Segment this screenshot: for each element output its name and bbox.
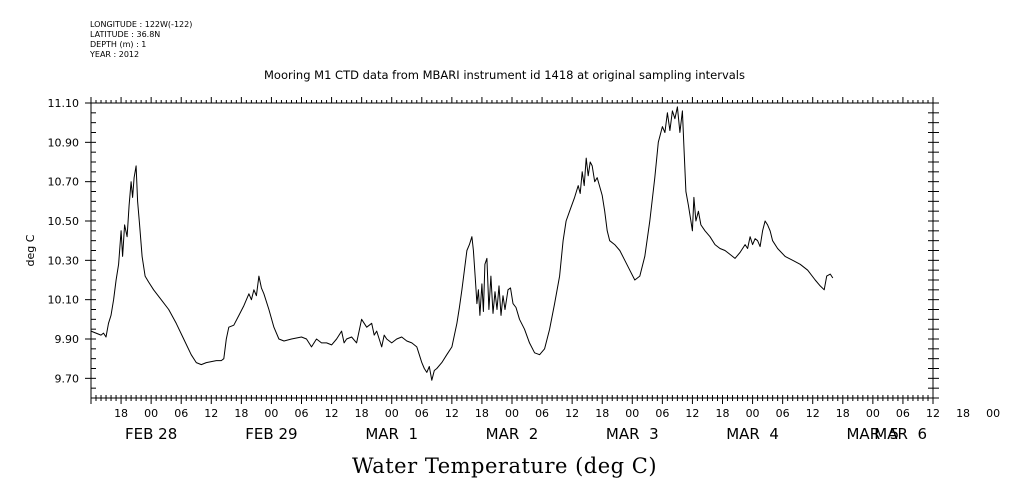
- x-hour-tick-label: 00: [385, 407, 399, 420]
- x-hour-tick-label: 18: [114, 407, 128, 420]
- metadata-block: LONGITUDE : 122W(-122) LATITUDE : 36.8N …: [90, 20, 192, 60]
- axis-labels: 9.70 9.90 10.10 10.30 10.50 10.70 10.90 11.10 de…: [24, 97, 1000, 443]
- x-hour-tick-label: 12: [445, 407, 459, 420]
- x-date-label: FEB 29: [245, 425, 297, 443]
- x-hour-tick-label: 12: [806, 407, 820, 420]
- x-hour-tick-label: 12: [325, 407, 339, 420]
- x-hour-tick-label: 18: [475, 407, 489, 420]
- plot-border: [90, 102, 934, 399]
- x-hour-tick-label: 06: [535, 407, 549, 420]
- y-tick-label: 10.50: [48, 215, 80, 228]
- x-date-label: MAR 4: [726, 425, 779, 443]
- y-tick-label: 9.90: [55, 333, 80, 346]
- y-tick-label: 10.70: [48, 176, 80, 189]
- x-hour-tick-label: 12: [204, 407, 218, 420]
- latitude-label: LATITUDE : 36.8N: [90, 30, 161, 39]
- plot-frame: [90, 102, 934, 399]
- x-hour-tick-label: 06: [896, 407, 910, 420]
- x-hour-tick-label: 18: [956, 407, 970, 420]
- x-hour-tick-label: 00: [625, 407, 639, 420]
- x-hour-tick-label: 12: [926, 407, 940, 420]
- x-hour-tick-label: 12: [685, 407, 699, 420]
- x-hour-tick-label: 18: [234, 407, 248, 420]
- x-date-label: MAR 6: [874, 425, 927, 443]
- x-date-label: MAR 5: [846, 425, 899, 443]
- x-hour-tick-label: 18: [716, 407, 730, 420]
- chart-title: Mooring M1 CTD data from MBARI instrumen…: [264, 68, 745, 82]
- y-tick-label: 9.70: [55, 372, 80, 385]
- x-hour-tick-label: 06: [415, 407, 429, 420]
- x-hour-tick-label: 12: [565, 407, 579, 420]
- x-hour-tick-label: 18: [836, 407, 850, 420]
- x-hour-tick-label: 00: [866, 407, 880, 420]
- x-hour-tick-label: 00: [986, 407, 1000, 420]
- temperature-series-line: [90, 106, 834, 381]
- y-axis-ticks: [85, 102, 939, 399]
- y-axis-label: deg C: [24, 234, 37, 266]
- y-tick-label: 10.90: [48, 136, 80, 149]
- x-axis-ticks: [90, 97, 934, 404]
- year-label: YEAR : 2012: [90, 50, 140, 59]
- x-hour-tick-label: 00: [746, 407, 760, 420]
- x-hour-tick-label: 00: [505, 407, 519, 420]
- x-hour-tick-label: 06: [655, 407, 669, 420]
- x-date-label: MAR 3: [606, 425, 659, 443]
- x-hour-tick-label: 18: [595, 407, 609, 420]
- y-tick-label: 11.10: [48, 97, 80, 110]
- series-layer: [90, 106, 834, 381]
- x-axis-label: Water Temperature (deg C): [351, 454, 658, 478]
- x-hour-tick-label: 06: [174, 407, 188, 420]
- depth-label: DEPTH (m) : 1: [90, 40, 147, 49]
- x-hour-tick-label: 18: [355, 407, 369, 420]
- x-date-label: MAR 1: [365, 425, 418, 443]
- x-hour-tick-label: 06: [295, 407, 309, 420]
- longitude-label: LONGITUDE : 122W(-122): [90, 20, 193, 29]
- y-tick-label: 10.30: [48, 254, 80, 267]
- x-hour-tick-label: 00: [264, 407, 278, 420]
- x-hour-tick-label: 06: [776, 407, 790, 420]
- x-date-label: FEB 28: [125, 425, 177, 443]
- x-date-label: MAR 2: [486, 425, 539, 443]
- x-hour-tick-label: 00: [144, 407, 158, 420]
- y-tick-label: 10.10: [48, 294, 80, 307]
